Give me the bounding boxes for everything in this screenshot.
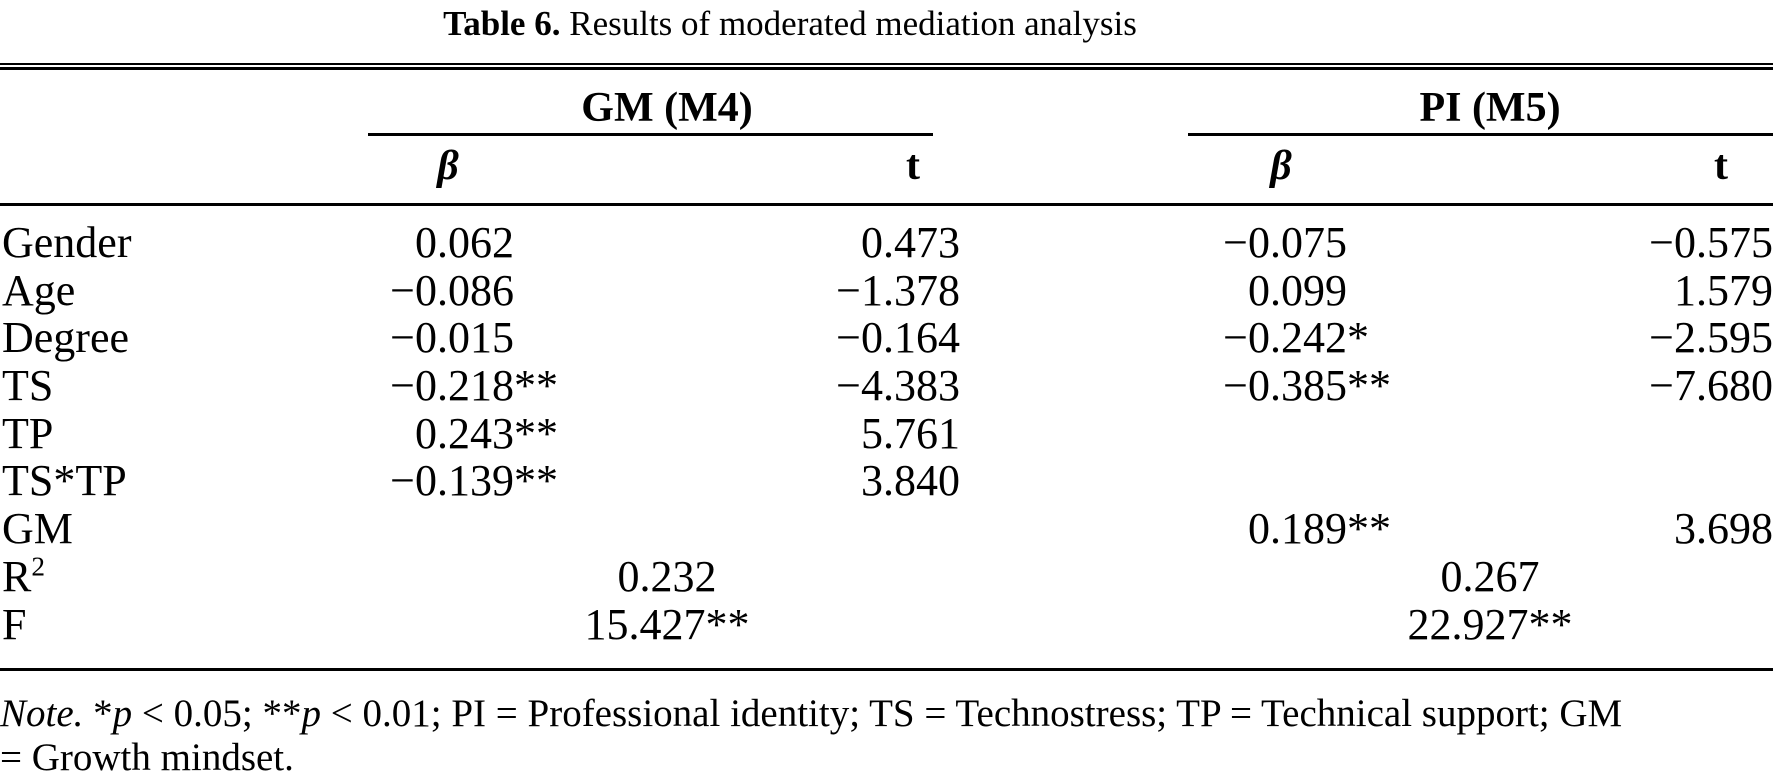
pi-group-underline: [1188, 133, 1773, 136]
pi-beta-value: −0. 242*: [1223, 313, 1369, 363]
pi-beta-value: [1151, 457, 1411, 505]
table-note: Note. *p < 0.05; **p < 0.01; PI = Profes…: [0, 692, 1623, 779]
gm-t-value: −0.164: [836, 313, 960, 363]
pi-t-value: [1473, 457, 1773, 505]
table-row-f: F 15.427** 22.927**: [0, 599, 1773, 649]
pi-t-value: −0.575: [1649, 218, 1773, 267]
gm-t-header: t: [906, 143, 920, 189]
table-body: Gender 0. 062 0.473 −0. 075 −0.575 Age −0.…: [0, 219, 1773, 648]
gm-f-value: 15.427**: [584, 599, 750, 649]
top-double-rule: [0, 63, 1773, 70]
column-group-gm: GM (M4): [581, 85, 753, 131]
table-row-ts: TS −0. 218** −4.383 −0. 385** −7.680: [0, 362, 1773, 410]
row-label: TS: [2, 361, 54, 411]
bottom-rule: [0, 668, 1773, 671]
pi-beta-value: [1151, 410, 1411, 458]
pi-t-value: −7.680: [1649, 361, 1773, 411]
gm-t-value: −4.383: [836, 361, 960, 411]
pi-beta-value: −0. 075: [1223, 218, 1347, 267]
row-label: Gender: [2, 218, 132, 267]
gm-beta-value: −0. 139**: [390, 456, 558, 506]
row-label: TS*TP: [2, 456, 127, 506]
row-label: R2: [2, 551, 45, 601]
pi-t-header: t: [1714, 143, 1728, 189]
superscript: 2: [31, 551, 45, 582]
gm-rsquared-value: 0.232: [617, 551, 717, 601]
row-label: TP: [2, 408, 54, 458]
gm-t-value: 0.473: [861, 218, 960, 267]
gm-beta-value: [318, 505, 578, 553]
row-label: GM: [2, 504, 73, 554]
pi-beta-value: −0. 385**: [1223, 361, 1391, 411]
gm-beta-value: −0. 015: [390, 313, 514, 363]
gm-t-value: [660, 505, 960, 553]
pi-t-value: 3.698: [1674, 504, 1773, 554]
gm-beta-value: −0. 218**: [390, 361, 558, 411]
table-caption-text: Results of moderated mediation analysis: [560, 4, 1137, 43]
table-caption: Table 6. Results of moderated mediation …: [0, 2, 1580, 46]
header-rule: [0, 203, 1773, 206]
gm-t-value: 3.840: [861, 456, 960, 506]
pi-beta-value: 0. 189**: [1248, 504, 1391, 554]
table-row-tp: TP 0. 243** 5.761: [0, 410, 1773, 458]
pi-rsquared-value: 0.267: [1440, 551, 1540, 601]
pi-t-value: −2.595: [1649, 313, 1773, 363]
gm-beta-header: β: [437, 143, 459, 189]
gm-beta-value: −0. 086: [390, 265, 514, 315]
table-row-rsquared: R2 0.232 0.267: [0, 551, 1773, 601]
table-row-age: Age −0. 086 −1.378 0. 099 1.579: [0, 265, 1773, 315]
gm-beta-value: 0. 062: [415, 218, 514, 267]
pi-beta-value: 0. 099: [1248, 265, 1347, 315]
table-caption-number: Table 6.: [443, 4, 561, 43]
gm-t-value: 5.761: [861, 408, 960, 458]
pi-t-value: 1.579: [1674, 265, 1773, 315]
gm-beta-value: 0. 243**: [415, 408, 558, 458]
gm-group-underline: [368, 133, 933, 136]
column-group-pi: PI (M5): [1419, 85, 1561, 131]
pi-t-value: [1473, 410, 1773, 458]
pi-f-value: 22.927**: [1407, 599, 1573, 649]
row-label: Age: [2, 265, 76, 315]
table-row-degree: Degree −0. 015 −0.164 −0. 242* −2.595: [0, 314, 1773, 362]
table-row-gm: GM 0. 189** 3.698: [0, 505, 1773, 553]
row-label: Degree: [2, 313, 130, 363]
table-row-tstp: TS*TP −0. 139** 3.840: [0, 457, 1773, 505]
gm-t-value: −1.378: [836, 265, 960, 315]
pi-beta-header: β: [1270, 143, 1292, 189]
row-label: F: [2, 599, 27, 649]
table-row-gender: Gender 0. 062 0.473 −0. 075 −0.575: [0, 219, 1773, 267]
